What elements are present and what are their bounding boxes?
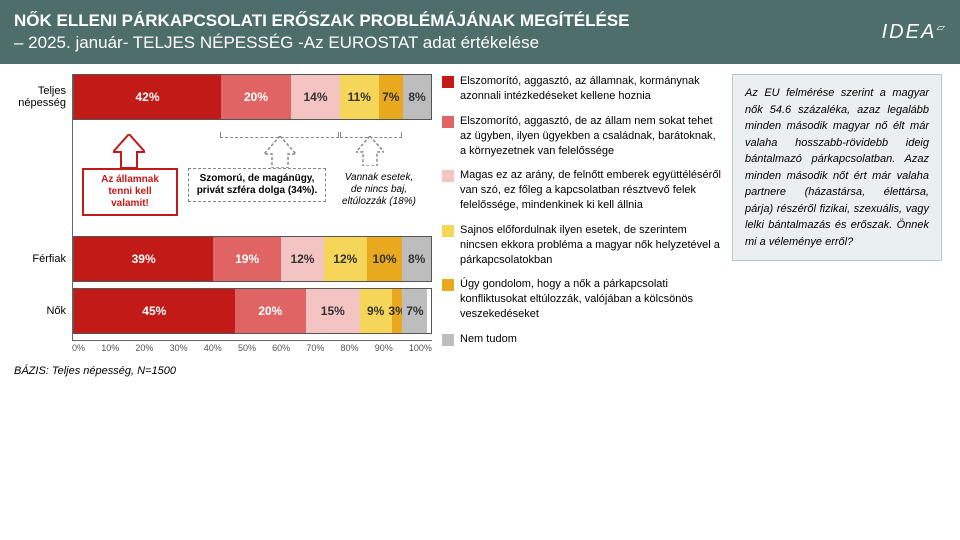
x-tick: 30% bbox=[170, 343, 188, 353]
legend-text: Elszomorító, aggasztó, az államnak, korm… bbox=[460, 74, 722, 104]
bar-segment: 12% bbox=[324, 237, 367, 281]
legend-item: Elszomorító, aggasztó, az államnak, korm… bbox=[442, 74, 722, 104]
callout-a: Az államnak tenni kell valamit! bbox=[82, 168, 178, 216]
x-tick: 10% bbox=[101, 343, 119, 353]
legend-text: Nem tudom bbox=[460, 332, 517, 347]
callout-b: Szomorú, de magánügy, privát szféra dolg… bbox=[188, 168, 326, 202]
x-tick: 60% bbox=[272, 343, 290, 353]
bar-segment: 39% bbox=[74, 237, 213, 281]
bar-segment: 15% bbox=[306, 289, 360, 333]
legend-item: Úgy gondolom, hogy a nők a párkapcsolati… bbox=[442, 277, 722, 322]
legend-swatch bbox=[442, 225, 454, 237]
callout-c: Vannak esetek, de nincs baj, eltúlozzák … bbox=[334, 168, 424, 212]
header-title: NŐK ELLENI PÁRKAPCSOLATI ERŐSZAK PROBLÉM… bbox=[14, 10, 630, 32]
logo-mark: ▱ bbox=[936, 22, 946, 33]
y-label: Teljes népesség bbox=[12, 74, 66, 120]
x-tick: 70% bbox=[306, 343, 324, 353]
header: NŐK ELLENI PÁRKAPCSOLATI ERŐSZAK PROBLÉM… bbox=[0, 0, 960, 64]
legend-swatch bbox=[442, 76, 454, 88]
legend-text: Magas ez az arány, de felnőtt emberek eg… bbox=[460, 168, 722, 213]
legend-item: Sajnos előfordulnak ilyen esetek, de sze… bbox=[442, 223, 722, 268]
bar-row: 45%20%15%9%3%7% bbox=[73, 288, 432, 334]
legend-text: Sajnos előfordulnak ilyen esetek, de sze… bbox=[460, 223, 722, 268]
note-column: Az EU felmérése szerint a magyar nők 54.… bbox=[732, 74, 942, 357]
bar-row: 42%20%14%11%7%8% bbox=[73, 74, 432, 120]
header-text: NŐK ELLENI PÁRKAPCSOLATI ERŐSZAK PROBLÉM… bbox=[14, 10, 630, 54]
legend-text: Elszomorító, aggasztó, de az állam nem s… bbox=[460, 114, 722, 159]
bar-segment: 42% bbox=[74, 75, 221, 119]
arrow-c-icon bbox=[356, 136, 384, 171]
y-label: Nők bbox=[12, 288, 66, 334]
body: Teljes népességFérfiakNők 42%20%14%11%7%… bbox=[0, 64, 960, 361]
y-axis-labels: Teljes népesség Férfiak Nők bbox=[12, 74, 72, 341]
annotations: Az államnak tenni kell valamit! Szomorú,… bbox=[72, 132, 422, 242]
legend-item: Magas ez az arány, de felnőtt emberek eg… bbox=[442, 168, 722, 213]
bar-segment: 45% bbox=[74, 289, 235, 333]
bar-segment: 10% bbox=[367, 237, 403, 281]
bar-segment: 7% bbox=[379, 75, 404, 119]
bar-segment: 20% bbox=[221, 75, 291, 119]
legend: Elszomorító, aggasztó, az államnak, korm… bbox=[442, 74, 722, 357]
x-axis: 0% 10% 20% 30% 40% 50% 60% 70% 80% 90% 100% bbox=[72, 341, 432, 353]
bar-segment: 12% bbox=[281, 237, 324, 281]
y-label: Férfiak bbox=[12, 236, 66, 282]
x-tick: 90% bbox=[375, 343, 393, 353]
footer: BÁZIS: Teljes népesség, N=1500 bbox=[0, 361, 960, 381]
logo: IDEA▱ bbox=[882, 21, 946, 44]
bar-segment: 14% bbox=[291, 75, 340, 119]
x-tick: 100% bbox=[409, 343, 432, 353]
note-box: Az EU felmérése szerint a magyar nők 54.… bbox=[732, 74, 942, 261]
legend-swatch bbox=[442, 279, 454, 291]
x-tick: 80% bbox=[341, 343, 359, 353]
x-tick: 40% bbox=[204, 343, 222, 353]
legend-swatch bbox=[442, 116, 454, 128]
chart-column: Teljes népességFérfiakNők 42%20%14%11%7%… bbox=[12, 74, 432, 357]
x-tick: 0% bbox=[72, 343, 85, 353]
header-subtitle: – 2025. január- TELJES NÉPESSÉG -Az EURO… bbox=[14, 32, 630, 54]
bar-segment: 9% bbox=[360, 289, 392, 333]
bar-segment: 19% bbox=[213, 237, 281, 281]
bar-segment: 11% bbox=[340, 75, 379, 119]
bar-segment: 3% bbox=[392, 289, 403, 333]
legend-swatch bbox=[442, 170, 454, 182]
bar-segment: 7% bbox=[402, 289, 427, 333]
x-tick: 20% bbox=[135, 343, 153, 353]
bar-segment: 8% bbox=[403, 75, 431, 119]
legend-text: Úgy gondolom, hogy a nők a párkapcsolati… bbox=[460, 277, 722, 322]
bar-segment: 8% bbox=[402, 237, 431, 281]
legend-item: Elszomorító, aggasztó, de az állam nem s… bbox=[442, 114, 722, 159]
legend-swatch bbox=[442, 334, 454, 346]
legend-item: Nem tudom bbox=[442, 332, 722, 347]
bar-row: 39%19%12%12%10%8% bbox=[73, 236, 432, 282]
bar-segment: 20% bbox=[235, 289, 306, 333]
x-tick: 50% bbox=[238, 343, 256, 353]
